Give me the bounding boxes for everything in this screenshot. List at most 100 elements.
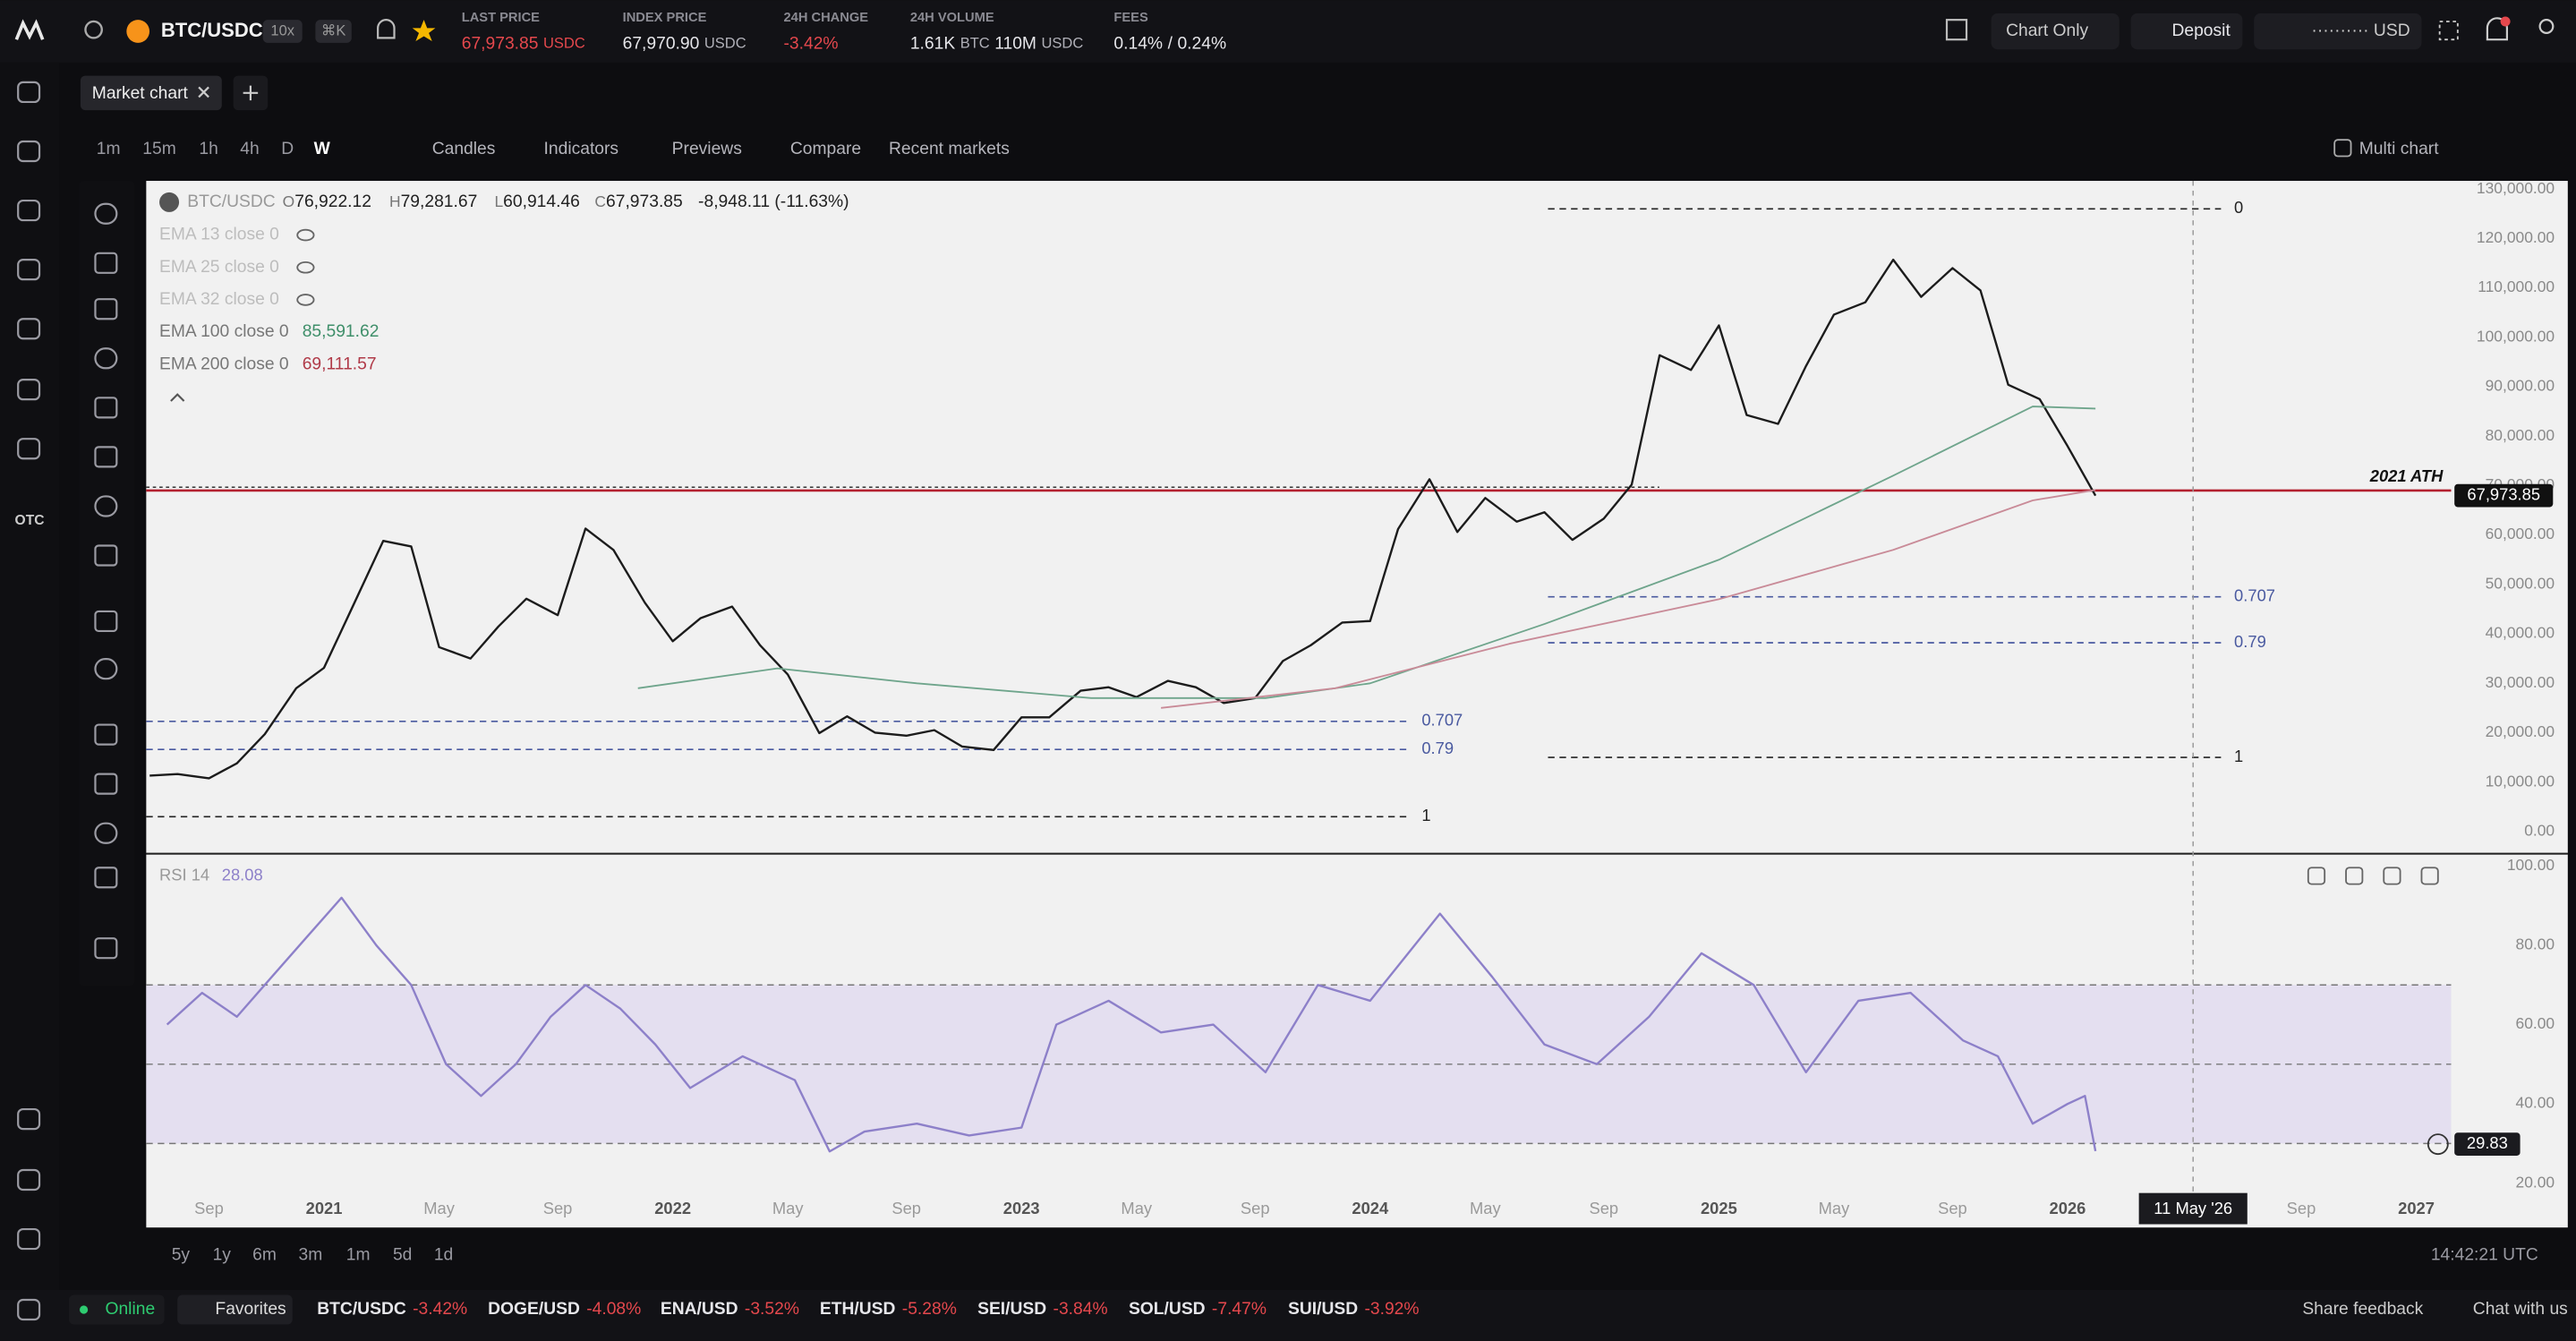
nav-icon[interactable] [17,140,41,163]
balance-button[interactable] [2254,13,2422,50]
tool-icon[interactable] [94,610,118,633]
shortcut: ⌘K [321,22,346,38]
tool-icon[interactable] [94,822,118,844]
tool-icon[interactable] [94,544,118,567]
favorites-box[interactable] [177,1294,293,1325]
multi-chart-checkbox[interactable] [2333,139,2352,158]
ticker[interactable]: SUI/USD -3.92% [1288,1300,1420,1319]
visibility-icon[interactable] [296,294,315,306]
range-button[interactable]: 3m [299,1246,323,1265]
nav-icon[interactable] [17,1168,41,1192]
tool-icon[interactable] [94,397,118,419]
tool-icon[interactable] [94,252,118,274]
interval[interactable]: 1m [97,140,121,158]
apps-icon[interactable] [2438,21,2459,41]
range-button[interactable]: 1y [213,1246,232,1265]
star-icon[interactable] [412,20,436,42]
ticker-change: -4.08% [586,1300,641,1319]
visibility-icon[interactable] [296,261,315,274]
y-tick-label: 30,000.00 [2486,673,2555,691]
toolbar-item[interactable]: Candles [432,140,496,158]
tool-icon[interactable] [94,773,118,795]
notifications-icon[interactable] [2486,17,2509,41]
view-selector[interactable]: Chart Only [2006,21,2088,40]
x-tick-label: 2026 [2050,1199,2086,1217]
nav-icon[interactable] [17,81,41,104]
pane-control[interactable] [2383,867,2401,885]
nav-icon[interactable] [17,318,41,340]
interval[interactable]: W [314,140,331,158]
nav-icon[interactable] [17,199,41,222]
otc-link[interactable]: OTC [15,513,45,528]
tool-icon[interactable] [94,347,118,370]
interval[interactable]: 1h [199,140,218,158]
x-tick-label: Sep [1938,1199,1967,1217]
tab-close-icon[interactable] [198,86,209,98]
toolbar-item[interactable]: Recent markets [889,140,1010,158]
tool-icon[interactable] [94,298,118,320]
ticker[interactable]: ETH/USD -5.28% [820,1300,957,1319]
tool-icon[interactable] [94,658,118,680]
hidden-indicator[interactable]: EMA 25 close 0 [159,258,279,277]
nav-icon[interactable] [17,1298,41,1321]
range-button[interactable]: 1d [434,1246,453,1265]
crosshair-add-icon[interactable] [2427,1133,2449,1156]
tool-icon[interactable] [94,723,118,746]
range-button[interactable]: 6m [252,1246,277,1265]
indicator-name[interactable]: EMA 200 close 0 [159,354,289,373]
collapse-icon[interactable] [170,393,185,402]
tab-label[interactable]: Market chart [92,84,189,103]
ticker[interactable]: SOL/USD -7.47% [1129,1300,1267,1319]
nav-icon[interactable] [17,259,41,281]
tool-icon[interactable] [94,867,118,889]
toolbar-item[interactable]: Compare [790,140,861,158]
toolbar-item[interactable]: Indicators [544,140,619,158]
search-icon[interactable] [84,20,103,39]
pane-control[interactable] [2345,867,2364,885]
interval[interactable]: 4h [240,140,259,158]
hidden-indicator[interactable]: EMA 13 close 0 [159,226,279,244]
pane-control[interactable] [2307,867,2326,885]
range-button[interactable]: 5y [172,1246,191,1265]
favorites[interactable]: Favorites [215,1300,286,1319]
price-line [166,896,2097,1153]
ticker[interactable]: SEI/USD -3.84% [977,1300,1107,1319]
toolbar-item[interactable]: Previews [672,140,742,158]
chat[interactable]: Chat with us [2473,1300,2568,1319]
tool-icon[interactable] [94,937,118,960]
range-button[interactable]: 1m [346,1246,371,1265]
interval[interactable]: 15m [142,140,175,158]
tool-icon[interactable] [94,446,118,468]
deposit[interactable]: Deposit [2171,21,2231,40]
tool-icon[interactable] [94,202,118,225]
indicator-name[interactable]: EMA 100 close 0 [159,322,289,341]
stat-unit2: USDC [1041,36,1083,52]
pane-control[interactable] [2420,867,2439,885]
balance[interactable]: ·········· USD [2311,21,2410,40]
ticker[interactable]: DOGE/USD -4.08% [488,1300,641,1319]
stat-value: 1.61K [910,35,955,54]
tool-icon[interactable] [94,495,118,517]
stat-value: -3.42% [784,35,839,54]
share-feedback[interactable]: Share feedback [2302,1300,2423,1319]
nav-icon[interactable] [17,438,41,460]
nav-icon[interactable] [17,1107,41,1131]
nav-icon[interactable] [17,379,41,401]
tab[interactable] [80,75,222,111]
deposit-button[interactable] [2130,13,2243,50]
nav-icon[interactable] [17,1227,41,1251]
account-icon[interactable] [2538,19,2555,34]
hidden-indicator[interactable]: EMA 32 close 0 [159,290,279,309]
interval[interactable]: D [281,140,294,158]
ticker[interactable]: BTC/USDC -3.42% [317,1300,467,1319]
symbol[interactable]: BTC/USDC [161,19,263,41]
x-tick-label: May [1121,1199,1152,1217]
layout-icon[interactable] [1945,19,1968,41]
visibility-icon[interactable] [296,228,315,242]
bell-icon[interactable] [377,19,396,39]
view-button[interactable] [1991,13,2120,50]
ticker[interactable]: ENA/USD -3.52% [661,1300,799,1319]
range-button[interactable]: 5d [393,1246,412,1265]
multi-chart[interactable]: Multi chart [2359,140,2440,158]
